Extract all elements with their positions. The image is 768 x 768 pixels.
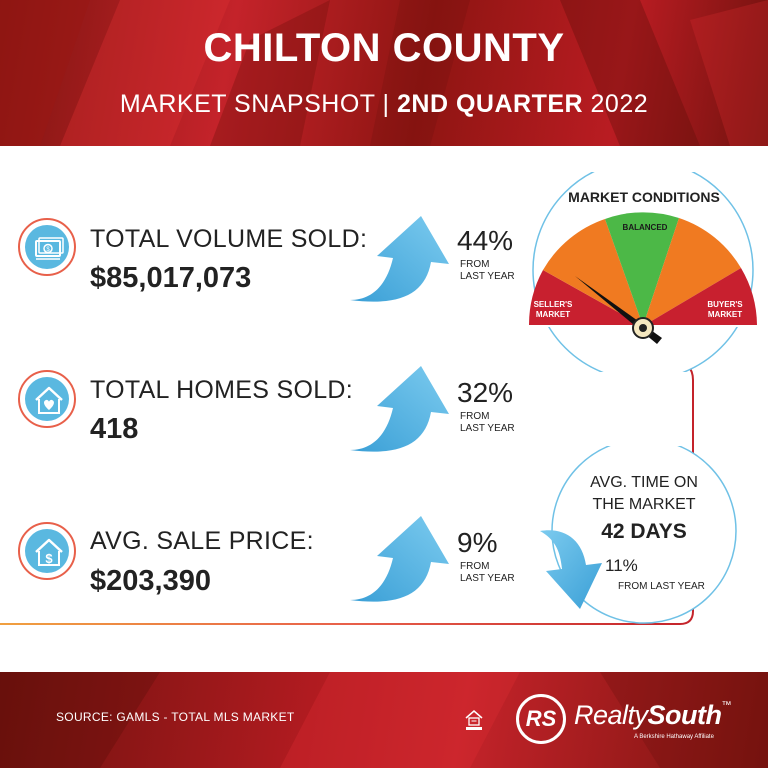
change-note-line: LAST YEAR <box>460 271 515 282</box>
gauge-label-balanced: BALANCED <box>622 223 668 232</box>
stat-change-price: 9% <box>457 527 498 558</box>
svg-text:$: $ <box>46 247 50 253</box>
gauge-label-buyers: BUYER'S MARKET <box>700 300 750 320</box>
gauge-label-sellers: SELLER'S MARKET <box>531 300 575 320</box>
stat-change-homes: 32% <box>457 377 514 408</box>
change-note-line: FROM <box>460 561 490 572</box>
stat-change-note-homes: FROM LAST YEAR <box>460 411 530 435</box>
stat-label-homes: TOTAL HOMES SOLD: <box>90 376 354 404</box>
arrow-down-icon <box>540 530 602 609</box>
change-note-line: LAST YEAR <box>460 573 515 584</box>
subtitle-quarter: 2ND QUARTER <box>397 90 584 118</box>
stat-value-homes: 418 <box>90 413 139 445</box>
brand-name: RealtySouth™ <box>574 700 731 731</box>
change-note-line: FROM <box>460 411 490 422</box>
gauge-label-line: BUYER'S <box>707 300 743 309</box>
gauge-label-line: MARKET <box>535 310 571 319</box>
change-note-line: FROM <box>460 259 490 270</box>
money-icon: $ <box>18 218 76 276</box>
subtitle-year: 2022 <box>583 90 649 118</box>
gauge-segment-sellers-transition <box>543 219 643 326</box>
days-on-market-title: AVG. TIME ON THE MARKET <box>574 472 714 516</box>
footer-geometric-pattern <box>0 672 768 768</box>
days-on-market-value: 42 DAYS <box>601 520 687 543</box>
svg-text:$: $ <box>45 551 53 566</box>
stat-value-price: $203,390 <box>90 565 211 597</box>
gauge-title: MARKET CONDITIONS <box>568 189 720 205</box>
change-note-line: LAST YEAR <box>460 423 515 434</box>
house-heart-icon <box>18 370 76 428</box>
source-note: SOURCE: GAMLS - TOTAL MLS MARKET <box>56 710 295 724</box>
gauge-segment-buyers <box>643 268 757 326</box>
rs-logo-mark: RS <box>516 694 566 744</box>
gauge-label-line: SELLER'S <box>533 300 573 309</box>
market-conditions-gauge <box>529 172 757 372</box>
footer-banner: SOURCE: GAMLS - TOTAL MLS MARKET RS Real… <box>0 672 768 768</box>
stat-label-price: AVG. SALE PRICE: <box>90 527 314 555</box>
page-title: CHILTON COUNTY <box>203 26 565 70</box>
subtitle-text: MARKET SNAPSHOT | <box>119 90 397 118</box>
gauge-segment-sellers <box>529 270 643 326</box>
brand-light: Realty <box>574 700 648 730</box>
stat-value-volume: $85,017,073 <box>90 262 252 294</box>
days-on-market-change: 11% <box>605 556 638 575</box>
stat-change-volume: 44% <box>457 225 514 256</box>
stat-change-note-price: FROM LAST YEAR <box>460 561 530 585</box>
page-subtitle: MARKET SNAPSHOT | 2ND QUARTER 2022 <box>0 90 768 119</box>
brand-bold: South <box>647 700 722 730</box>
dom-title-line: AVG. TIME ON <box>590 474 698 491</box>
house-dollar-icon: $ <box>18 522 76 580</box>
brand-tm: ™ <box>721 700 732 711</box>
gauge-segment-balanced <box>605 212 679 326</box>
arrow-up-icon <box>350 216 449 302</box>
equal-housing-icon <box>465 710 483 730</box>
brand-tagline: A Berkshire Hathaway Affiliate <box>634 734 714 740</box>
gauge-segment-buyers-transition <box>643 218 741 326</box>
arrow-up-icon <box>350 516 449 602</box>
days-on-market-change-note: FROM LAST YEAR <box>618 581 705 592</box>
header-geometric-pattern <box>0 0 768 146</box>
stat-label-volume: TOTAL VOLUME SOLD: <box>90 225 368 253</box>
header-banner: CHILTON COUNTY MARKET SNAPSHOT | 2ND QUA… <box>0 0 768 146</box>
stat-change-note-volume: FROM LAST YEAR <box>460 259 530 283</box>
dom-title-line: THE MARKET <box>592 496 696 513</box>
arrow-up-icon <box>350 366 449 452</box>
gauge-label-line: MARKET <box>707 310 743 319</box>
